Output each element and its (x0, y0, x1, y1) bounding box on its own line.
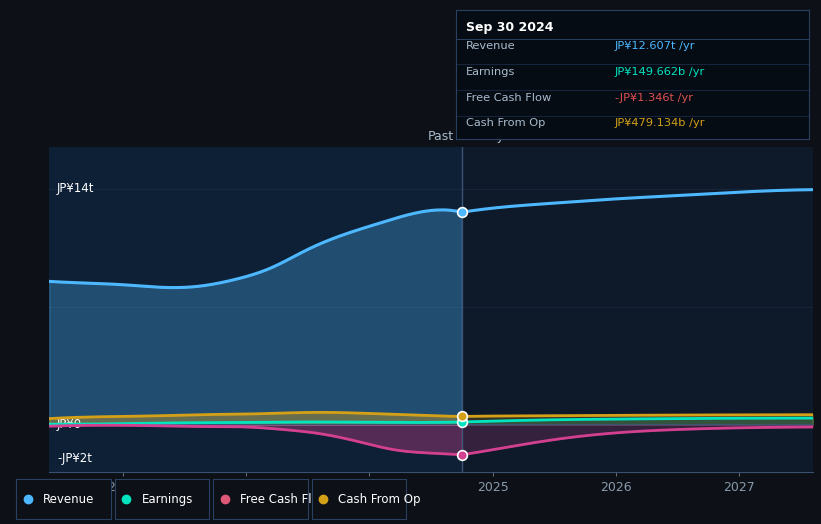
Text: Revenue: Revenue (43, 493, 94, 506)
Text: JP¥14t: JP¥14t (57, 182, 94, 195)
Text: Free Cash Flow: Free Cash Flow (240, 493, 328, 506)
Text: JP¥149.662b /yr: JP¥149.662b /yr (615, 67, 704, 77)
Text: Analysts Forecasts: Analysts Forecasts (470, 130, 586, 144)
Text: JP¥479.134b /yr: JP¥479.134b /yr (615, 118, 705, 128)
Text: Earnings: Earnings (141, 493, 193, 506)
Text: Past: Past (428, 130, 454, 144)
Text: JP¥12.607t /yr: JP¥12.607t /yr (615, 41, 695, 51)
Text: Revenue: Revenue (466, 41, 516, 51)
Bar (49, 147, 462, 472)
Text: Cash From Op: Cash From Op (338, 493, 421, 506)
Text: Cash From Op: Cash From Op (466, 118, 546, 128)
Text: Free Cash Flow: Free Cash Flow (466, 93, 552, 103)
Bar (462, 147, 813, 472)
Text: -JP¥2t: -JP¥2t (57, 452, 92, 465)
Text: Sep 30 2024: Sep 30 2024 (466, 21, 553, 34)
Text: -JP¥1.346t /yr: -JP¥1.346t /yr (615, 93, 693, 103)
Text: JP¥0: JP¥0 (57, 418, 82, 431)
Text: Earnings: Earnings (466, 67, 516, 77)
